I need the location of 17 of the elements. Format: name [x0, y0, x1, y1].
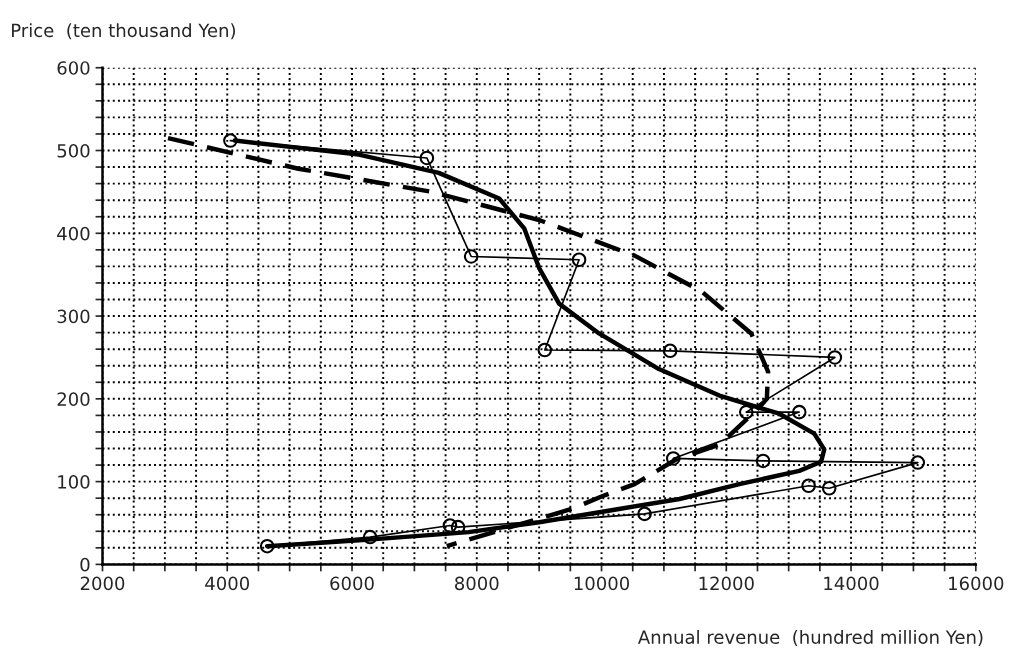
x-tick-label: 4000	[205, 576, 250, 591]
y-tick-label: 200	[57, 392, 90, 406]
x-tick-label: 10000	[574, 576, 630, 591]
y-tick-label: 600	[57, 61, 90, 75]
y-tick-label: 300	[57, 309, 90, 324]
y-tick-label: 400	[57, 226, 90, 241]
y-tick-label: 0	[80, 557, 90, 572]
y-tick-label: 100	[58, 475, 90, 489]
y-axis-title: Price (ten thousand Yen)	[12, 23, 235, 40]
x-tick-label: 2000	[80, 576, 125, 591]
x-tick-label: 12000	[699, 576, 754, 591]
x-tick-label: 14000	[824, 576, 879, 591]
x-tick-label: 16000	[949, 576, 1004, 591]
x-tick-label: 6000	[330, 576, 374, 591]
x-axis-title: Annual revenue (hundred million Yen)	[637, 629, 983, 647]
x-tick-label: 8000	[455, 576, 499, 591]
y-tick-label: 500	[57, 143, 90, 158]
